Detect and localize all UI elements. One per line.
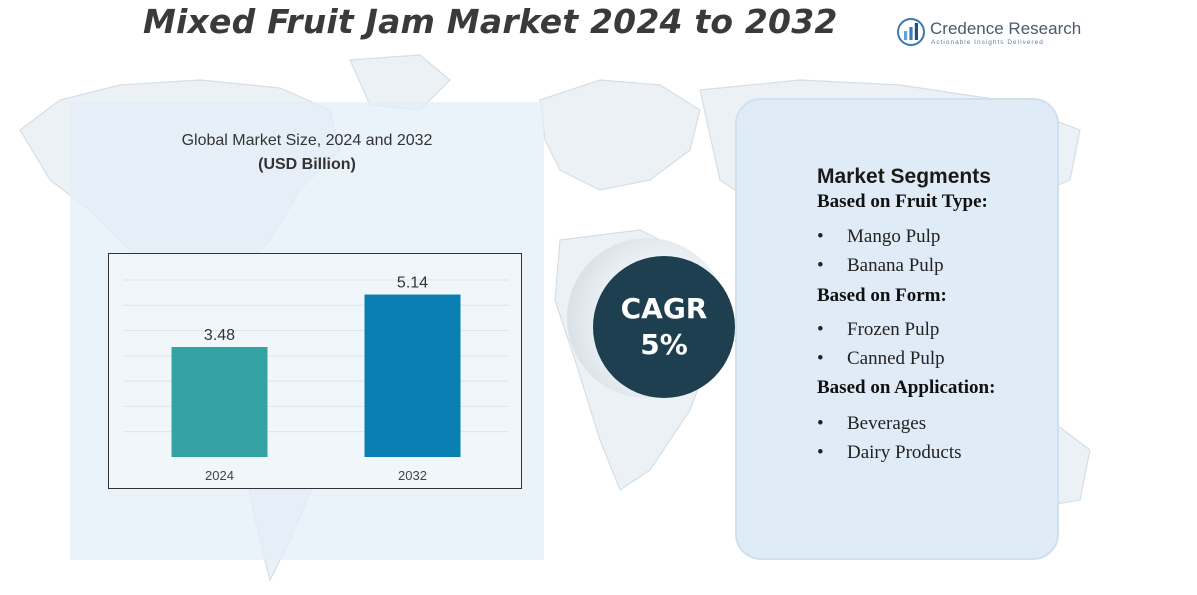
bar-2024 (171, 347, 268, 457)
data-label-2032: 5.14 (397, 275, 428, 292)
segment-item: • Canned Pulp (817, 348, 945, 370)
map-greenland (349, 54, 451, 111)
cagr-label: CAGR (620, 292, 708, 325)
segment-item-label: Banana Pulp (847, 255, 944, 276)
segment-item-label: Frozen Pulp (847, 319, 940, 340)
segment-item-label: Beverages (847, 413, 927, 434)
segment-item-label: Mango Pulp (847, 226, 941, 247)
page-title: Mixed Fruit Jam Market 2024 to 2032 (143, 2, 838, 41)
logo-tagline: Actionable Insights Delivered (931, 39, 1044, 46)
bullet-icon: • (817, 319, 824, 340)
bar-chart-logo-icon (897, 18, 925, 46)
segment-item: • Dairy Products (817, 442, 962, 464)
bullet-icon: • (817, 348, 824, 369)
brand-logo: Credence Research Actionable Insights De… (897, 16, 1087, 50)
segment-group-application-title: Based on Application: (817, 377, 996, 398)
market-segments-panel (735, 98, 1059, 560)
bar-chart: 3.48 2024 5.14 2032 (123, 275, 509, 483)
segment-item: • Mango Pulp (817, 226, 940, 248)
segment-group-form-title: Based on Form: (817, 285, 947, 306)
segment-item: • Banana Pulp (817, 255, 944, 277)
x-tick-label-2032: 2032 (398, 468, 427, 483)
map-europe (539, 79, 701, 191)
segment-item-label: Dairy Products (847, 442, 962, 463)
segments-title: Market Segments (817, 165, 991, 188)
bullet-icon: • (817, 226, 824, 247)
data-label-2024: 3.48 (204, 327, 235, 344)
chart-subtitle: Global Market Size, 2024 and 2032 (USD B… (70, 129, 544, 177)
segment-item-label: Canned Pulp (847, 348, 945, 369)
bar-2032 (364, 294, 461, 457)
cagr-badge: CAGR 5% (593, 256, 735, 398)
segment-item: • Beverages (817, 413, 926, 435)
cagr-value: 5% (640, 328, 688, 361)
chart-title: Global Market Size, 2024 and 2032 (181, 132, 433, 149)
segment-group-fruit-type-title: Based on Fruit Type: (817, 191, 988, 212)
segment-item: • Frozen Pulp (817, 319, 939, 341)
bullet-icon: • (817, 413, 824, 434)
x-tick-label-2024: 2024 (205, 468, 234, 483)
bar-chart-frame: 3.48 2024 5.14 2032 (108, 253, 522, 489)
bullet-icon: • (817, 255, 824, 276)
logo-name: Credence Research (930, 19, 1082, 38)
bullet-icon: • (817, 442, 824, 463)
chart-unit: (USD Billion) (258, 156, 356, 173)
